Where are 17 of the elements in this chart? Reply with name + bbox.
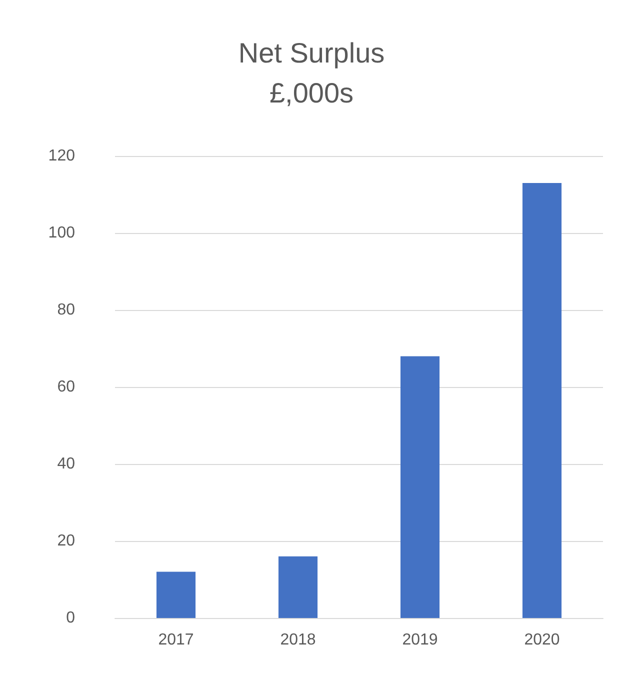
x-tick-label: 2020 bbox=[524, 632, 560, 648]
bar bbox=[400, 356, 440, 618]
chart-subtitle: £,000s bbox=[269, 78, 354, 108]
bar bbox=[278, 556, 318, 618]
x-tick-label: 2019 bbox=[402, 632, 438, 648]
y-tick-label: 0 bbox=[66, 610, 76, 626]
y-tick-label: 100 bbox=[48, 224, 76, 242]
bar bbox=[522, 182, 562, 618]
x-tick-label: 2018 bbox=[280, 632, 316, 648]
chart-title: Net Surplus bbox=[238, 38, 385, 68]
bar bbox=[156, 572, 196, 618]
y-tick-label: 40 bbox=[57, 456, 76, 472]
y-tick-label: 20 bbox=[57, 532, 76, 550]
x-tick-label: 2017 bbox=[158, 632, 194, 648]
y-tick-label: 60 bbox=[57, 378, 76, 396]
y-tick-label: 80 bbox=[57, 302, 76, 318]
y-tick-label: 120 bbox=[48, 148, 76, 164]
